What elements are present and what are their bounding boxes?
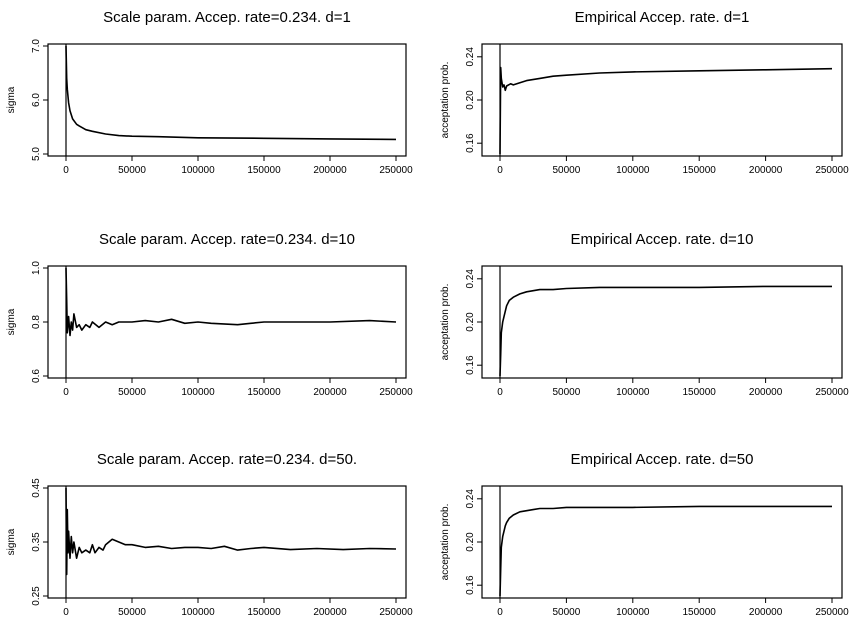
y-tick-label: 0.35	[31, 532, 42, 552]
x-tick-label: 250000	[815, 387, 849, 398]
y-axis-label: sigma	[6, 308, 17, 335]
plot-frame	[481, 43, 843, 157]
chart-title: Empirical Accep. rate. d=1	[575, 9, 750, 26]
x-tick-label: 150000	[683, 387, 717, 398]
x-tick-label: 250000	[379, 387, 413, 398]
chart-panel-3: Scale param. Accep. rate=0.234. d=10 sigm…	[6, 231, 413, 398]
y-tick-label: 0.24	[465, 489, 476, 509]
x-tick-label: 50000	[118, 165, 146, 176]
x-tick-label: 50000	[118, 387, 146, 398]
y-tick-label: 0.6	[31, 369, 42, 383]
y-axis-label: acceptation prob.	[440, 504, 451, 581]
x-tick-label: 200000	[313, 387, 347, 398]
x-tick-label: 150000	[247, 165, 281, 176]
y-tick-label: 0.16	[465, 575, 476, 595]
chart-panel-6: Empirical Accep. rate. d=50 acceptation p…	[440, 451, 849, 618]
chart-panel-1: Scale param. Accep. rate=0.234. d=1 sigma…	[6, 9, 413, 176]
x-tick-label: 150000	[247, 607, 281, 618]
plot-frame	[47, 485, 407, 599]
y-axis-label: acceptation prob.	[440, 62, 451, 139]
y-axis-label: sigma	[6, 86, 17, 113]
x-tick-label: 100000	[616, 165, 650, 176]
chart-title: Empirical Accep. rate. d=10	[570, 231, 753, 248]
x-tick-label: 250000	[379, 607, 413, 618]
chart-title: Scale param. Accep. rate=0.234. d=1	[103, 9, 351, 26]
plot-frame	[481, 485, 843, 599]
y-axis-label: sigma	[6, 528, 17, 555]
x-tick-label: 100000	[181, 607, 215, 618]
y-tick-label: 0.24	[465, 269, 476, 289]
x-tick-label: 100000	[181, 387, 215, 398]
y-axis-label: acceptation prob.	[440, 284, 451, 361]
series-line	[499, 66, 833, 155]
x-tick-label: 250000	[379, 165, 413, 176]
chart-panel-4: Empirical Accep. rate. d=10 acceptation p…	[440, 231, 849, 398]
series-line	[499, 285, 832, 377]
y-tick-label: 1.0	[31, 261, 42, 275]
x-tick-label: 100000	[616, 387, 650, 398]
x-tick-label: 100000	[181, 165, 215, 176]
y-tick-label: 7.0	[31, 39, 42, 53]
chart-title: Scale param. Accep. rate=0.234. d=10	[99, 231, 355, 248]
chart-panel-2: Empirical Accep. rate. d=1 acceptation pr…	[440, 9, 849, 176]
x-tick-label: 50000	[552, 165, 580, 176]
y-tick-label: 5.0	[31, 147, 42, 161]
x-tick-label: 0	[63, 387, 69, 398]
y-tick-label: 0.8	[31, 315, 42, 329]
plot-frame	[481, 265, 843, 379]
y-tick-label: 0.16	[465, 133, 476, 153]
x-tick-label: 0	[497, 387, 503, 398]
x-tick-label: 250000	[815, 165, 849, 176]
x-tick-label: 0	[497, 607, 503, 618]
series-line	[65, 487, 397, 576]
x-tick-label: 150000	[247, 387, 281, 398]
x-tick-label: 200000	[313, 165, 347, 176]
y-tick-label: 6.0	[31, 93, 42, 107]
x-tick-label: 50000	[552, 387, 580, 398]
series-line	[65, 45, 397, 141]
x-tick-label: 100000	[616, 607, 650, 618]
x-tick-label: 50000	[552, 607, 580, 618]
x-tick-label: 0	[63, 165, 69, 176]
x-tick-label: 50000	[118, 607, 146, 618]
x-tick-label: 150000	[683, 165, 717, 176]
x-tick-label: 200000	[749, 387, 783, 398]
y-tick-label: 0.25	[31, 586, 42, 606]
y-tick-label: 0.45	[31, 478, 42, 498]
y-tick-label: 0.24	[465, 47, 476, 67]
chart-panel-5: Scale param. Accep. rate=0.234. d=50. sig…	[6, 451, 413, 618]
x-tick-label: 150000	[683, 607, 717, 618]
x-tick-label: 200000	[749, 607, 783, 618]
x-tick-label: 0	[63, 607, 69, 618]
x-tick-label: 200000	[313, 607, 347, 618]
x-tick-label: 0	[497, 165, 503, 176]
y-tick-label: 0.20	[465, 532, 476, 552]
y-tick-label: 0.20	[465, 90, 476, 110]
series-line	[65, 267, 397, 337]
x-tick-label: 200000	[749, 165, 783, 176]
series-line	[499, 505, 832, 597]
y-tick-label: 0.20	[465, 312, 476, 332]
chart-title: Empirical Accep. rate. d=50	[570, 451, 753, 468]
y-tick-label: 0.16	[465, 355, 476, 375]
chart-title: Scale param. Accep. rate=0.234. d=50.	[97, 451, 357, 468]
x-tick-label: 250000	[815, 607, 849, 618]
